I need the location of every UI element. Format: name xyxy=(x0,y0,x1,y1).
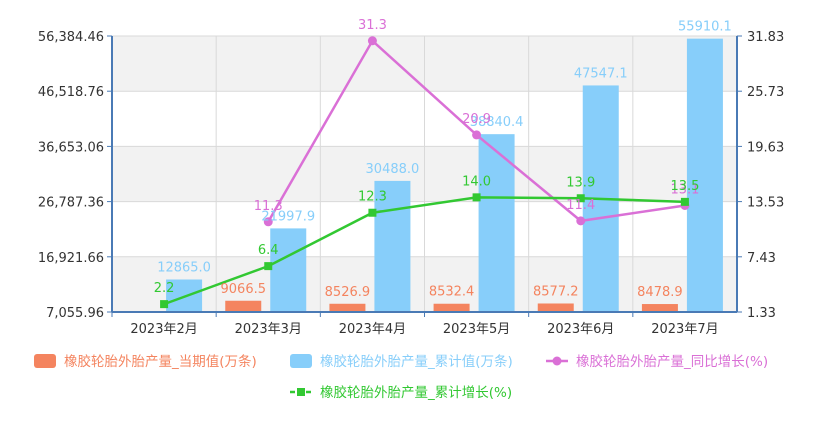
bar-cumulative xyxy=(686,38,723,312)
line-data-label: 13.9 xyxy=(566,175,595,190)
x-axis-tick-label: 2023年6月 xyxy=(547,322,614,337)
x-axis-tick-label: 2023年5月 xyxy=(443,322,510,337)
line-data-label: 11.4 xyxy=(566,198,595,213)
bar-data-label: 12865.0 xyxy=(157,260,211,275)
point-yoy xyxy=(263,217,273,227)
line-data-label: 13.5 xyxy=(670,179,699,194)
bar-data-label: 38840.4 xyxy=(470,115,524,130)
line-data-label: 13.1 xyxy=(670,182,699,197)
legend-swatch xyxy=(290,354,312,368)
right-axis-tick-label: 1.33 xyxy=(747,306,776,321)
line-data-label: 2.2 xyxy=(154,281,175,296)
point-cumulative-growth xyxy=(472,193,481,202)
x-axis-tick-label: 2023年7月 xyxy=(651,322,718,337)
bar-current xyxy=(537,303,574,312)
left-axis-tick-label: 56,384.46 xyxy=(38,30,104,45)
point-yoy xyxy=(472,130,482,140)
right-axis-tick-label: 19.63 xyxy=(747,140,784,155)
line-data-label: 14.0 xyxy=(462,174,491,189)
legend: 橡胶轮胎外胎产量_当期值(万条) 橡胶轮胎外胎产量_累计值(万条) 橡胶轮胎外胎产量… xyxy=(34,353,768,401)
left-axis-tick-label: 46,518.76 xyxy=(38,85,104,100)
bar-data-label: 47547.1 xyxy=(574,66,628,81)
axes: 56,384.46 46,518.76 36,653.06 26,787.36 16,9… xyxy=(38,30,784,337)
point-yoy xyxy=(576,216,586,226)
bar-data-label: 8532.4 xyxy=(429,285,475,300)
point-cumulative-growth xyxy=(160,300,169,309)
bar-cumulative xyxy=(478,134,515,312)
legend-swatch xyxy=(34,354,56,368)
point-cumulative-growth xyxy=(368,208,377,217)
bar-data-label: 8577.2 xyxy=(533,284,579,299)
legend-swatch-marker xyxy=(552,356,562,366)
point-cumulative-growth xyxy=(576,194,585,203)
left-axis-tick-label: 26,787.36 xyxy=(38,196,104,211)
x-axis-tick-label: 2023年2月 xyxy=(130,322,197,337)
data-labels: 9066.5 8526.9 8532.4 8577.2 8478.9 12865.0 219… xyxy=(154,18,732,300)
point-yoy xyxy=(367,36,377,46)
bar-current xyxy=(433,303,470,312)
left-axis-tick-label: 7,055.96 xyxy=(46,306,104,321)
line-data-label: 12.3 xyxy=(358,190,387,205)
line-data-label: 31.3 xyxy=(358,18,387,33)
line-data-label: 20.9 xyxy=(462,112,491,127)
legend-swatch-marker xyxy=(297,388,305,396)
line-cumulative-growth xyxy=(163,196,685,306)
right-axis-tick-label: 13.53 xyxy=(747,196,784,211)
x-axis-tick-label: 2023年3月 xyxy=(235,322,302,337)
bar-data-label: 8526.9 xyxy=(325,285,371,300)
bar-current xyxy=(641,304,678,312)
legend-label: 橡胶轮胎外胎产量_当期值(万条) xyxy=(64,353,257,370)
legend-label: 橡胶轮胎外胎产量_累计值(万条) xyxy=(320,353,513,370)
left-axis-tick-label: 36,653.06 xyxy=(38,140,104,155)
bar-current xyxy=(329,303,366,312)
bar-cumulative xyxy=(374,180,411,312)
legend-label: 橡胶轮胎外胎产量_累计增长(%) xyxy=(320,384,512,401)
bar-data-label: 21997.9 xyxy=(261,209,315,224)
right-axis-tick-label: 7.43 xyxy=(747,251,776,266)
bar-current xyxy=(225,300,262,312)
bar-cumulative xyxy=(270,228,307,312)
line-marks xyxy=(160,36,690,309)
bar-data-label: 9066.5 xyxy=(221,282,267,297)
line-data-label: 6.4 xyxy=(258,243,279,258)
bar-data-label: 55910.1 xyxy=(678,20,732,35)
line-data-label: 11.3 xyxy=(254,199,283,214)
bar-data-label: 8478.9 xyxy=(637,285,683,300)
bar-data-label: 30488.0 xyxy=(366,162,420,177)
right-axis-tick-label: 31.83 xyxy=(747,30,784,45)
left-axis-tick-label: 16,921.66 xyxy=(38,251,104,266)
point-cumulative-growth xyxy=(264,262,273,271)
legend-label: 橡胶轮胎外胎产量_同比增长(%) xyxy=(576,353,768,370)
right-axis-tick-label: 25.73 xyxy=(747,85,784,100)
point-cumulative-growth xyxy=(680,197,689,206)
x-axis-tick-label: 2023年4月 xyxy=(339,322,406,337)
